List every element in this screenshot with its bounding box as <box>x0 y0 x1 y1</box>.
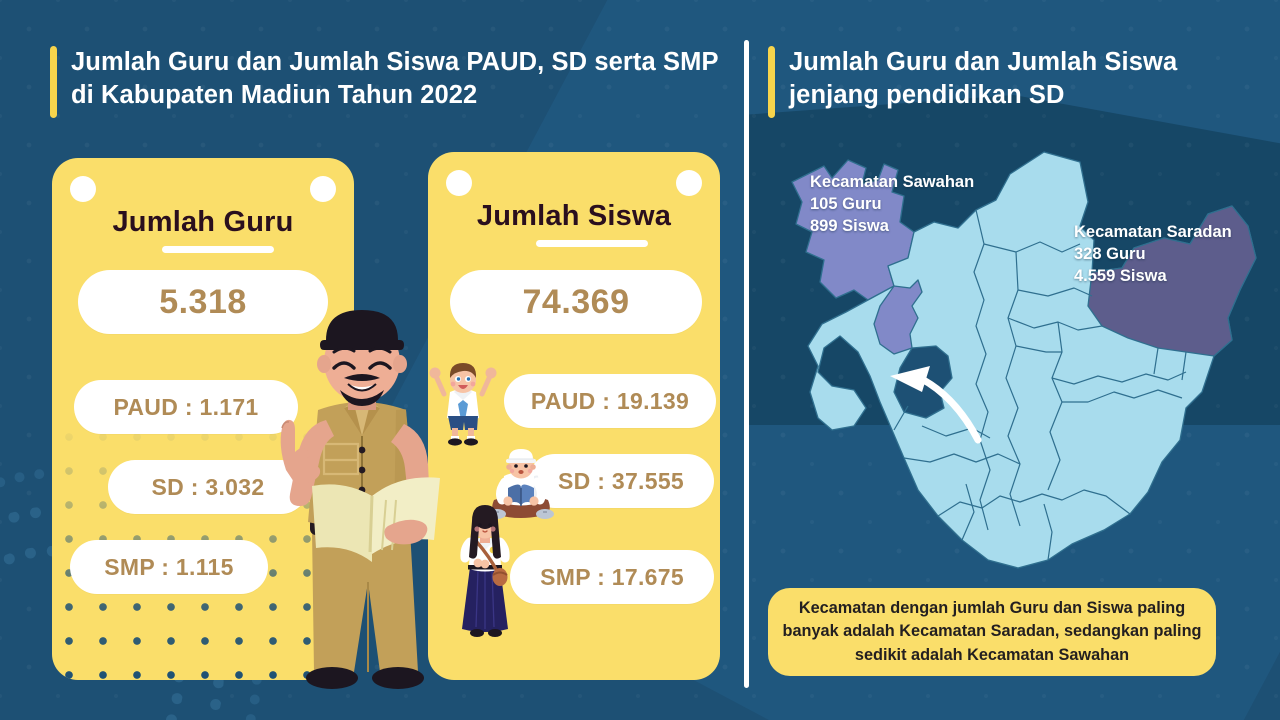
panel-divider <box>744 40 749 688</box>
right-title-text: Jumlah Guru dan Jumlah Siswa jenjang pen… <box>789 48 1178 109</box>
card-punch-hole-left <box>70 176 96 202</box>
siswa-total-value: 74.369 <box>450 270 702 334</box>
title-accent-bar <box>768 46 775 118</box>
map-label-saradan-name: Kecamatan Saradan <box>1074 223 1232 241</box>
map-label-sawahan-students: 899 Siswa <box>810 216 889 235</box>
student-girl-illustration <box>452 505 518 647</box>
card-title-underline <box>162 246 274 253</box>
map-region-saradan <box>1087 205 1257 357</box>
map-label-sawahan-name: Kecamatan Sawahan <box>810 173 975 191</box>
map-label-saradan-teachers: 328 Guru <box>1074 244 1146 263</box>
summary-note-box: Kecamatan dengan jumlah Guru dan Siswa p… <box>768 588 1216 676</box>
card-punch-hole-right <box>676 170 702 196</box>
title-accent-bar <box>50 46 57 118</box>
left-title-text: Jumlah Guru dan Jumlah Siswa PAUD, SD se… <box>71 48 719 109</box>
card-title-underline <box>536 240 648 247</box>
map-label-saradan: Kecamatan Saradan 328 Guru 4.559 Siswa <box>1074 222 1232 288</box>
card-punch-hole-left <box>446 170 472 196</box>
siswa-smp-value: SMP : 17.675 <box>510 550 714 604</box>
student-boy-cheering-illustration <box>428 358 498 446</box>
guru-sd-value: SD : 3.032 <box>108 460 308 514</box>
map-arrow-to-sawahan <box>890 366 982 444</box>
teacher-illustration <box>268 300 458 720</box>
guru-smp-value: SMP : 1.115 <box>70 540 268 594</box>
right-panel-title: Jumlah Guru dan Jumlah Siswa jenjang pen… <box>768 46 1238 118</box>
map-region-sawahan-sliver <box>873 279 923 355</box>
card-punch-hole-right <box>310 176 336 202</box>
guru-paud-value: PAUD : 1.171 <box>74 380 298 434</box>
card-title-siswa: Jumlah Siswa <box>476 200 672 232</box>
map-label-sawahan-teachers: 105 Guru <box>810 194 882 213</box>
student-boy-reading-illustration <box>484 448 558 526</box>
map-label-saradan-students: 4.559 Siswa <box>1074 266 1167 285</box>
map-kabupaten-madiun <box>762 140 1262 580</box>
siswa-paud-value: PAUD : 19.139 <box>504 374 716 428</box>
summary-note-text: Kecamatan dengan jumlah Guru dan Siswa p… <box>782 599 1202 664</box>
guru-total-value: 5.318 <box>78 270 328 334</box>
siswa-sd-value: SD : 37.555 <box>528 454 714 508</box>
left-panel-title: Jumlah Guru dan Jumlah Siswa PAUD, SD se… <box>50 46 740 118</box>
card-title-guru: Jumlah Guru <box>112 206 294 238</box>
map-label-sawahan: Kecamatan Sawahan 105 Guru 899 Siswa <box>810 172 974 238</box>
